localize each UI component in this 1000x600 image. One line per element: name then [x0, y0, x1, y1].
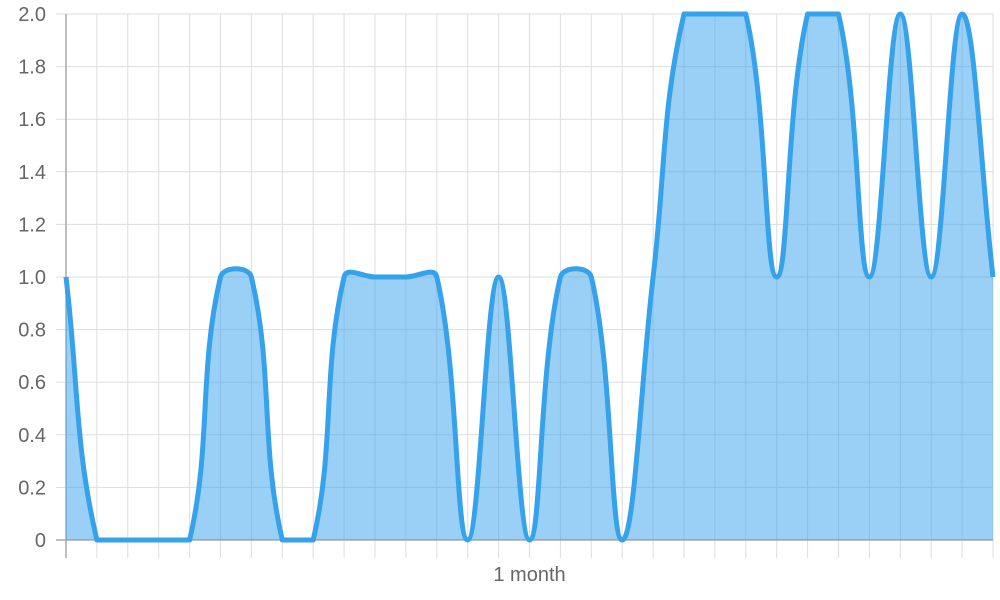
y-tick-label: 0.4 — [18, 425, 46, 447]
y-tick-label: 1.4 — [18, 162, 46, 184]
y-tick-label: 0.8 — [18, 320, 46, 342]
x-axis: 1 month — [493, 564, 565, 586]
y-tick-label: 1.8 — [18, 57, 46, 79]
y-axis: 0 0.2 0.4 0.6 0.8 1.0 1.2 1.4 1.6 1.8 2.0 — [18, 4, 46, 552]
y-tick-label: 1.0 — [18, 267, 46, 289]
y-tick-label: 2.0 — [18, 4, 46, 26]
x-tick-label: 1 month — [493, 564, 565, 586]
y-tick-label: 1.2 — [18, 214, 46, 236]
data-points — [65, 13, 994, 541]
y-tick-label: 0.6 — [18, 372, 46, 394]
y-tick-label: 0.2 — [18, 477, 46, 499]
y-tick-label: 1.6 — [18, 109, 46, 131]
y-tick-label: 0 — [35, 530, 46, 552]
